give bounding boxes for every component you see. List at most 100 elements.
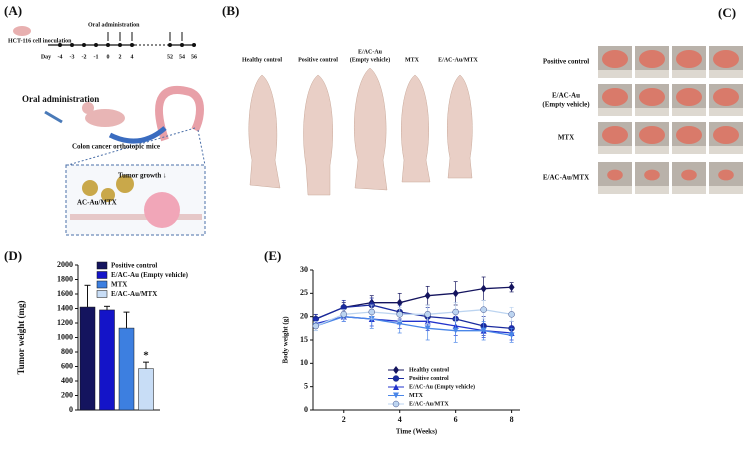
day-label: 0 [107,54,110,60]
panel-a-art [13,26,206,236]
y-tick-label: 2000 [57,260,73,269]
tumor [602,88,628,106]
panel-label: (E) [264,248,281,263]
step-label: Oral administration [22,94,99,104]
bar [118,327,135,411]
panel-c-photo [598,46,743,194]
ruler [709,186,743,194]
ruler [635,146,669,154]
row-label: (Empty vehicle) [542,101,590,109]
tumor [713,126,739,144]
legend-label: MTX [409,393,424,399]
marker [452,308,459,316]
ruler [598,108,632,116]
legend-label: Healthy control [409,367,449,373]
marker [393,392,399,399]
y-tick-label: 5 [304,381,308,390]
ruler [672,146,706,154]
marker [312,322,319,330]
tumor [602,126,628,144]
marker [424,311,431,318]
legend-label: E/AC-Au (Empty vehicle) [409,383,475,390]
tumor [639,50,665,68]
legend-label: MTX [111,281,127,289]
ruler [709,108,743,116]
drug-label: AC-Au/MTX [77,199,117,207]
ruler [672,186,706,194]
timeline-label: Oral administration [88,22,140,28]
ruler [635,108,669,116]
tumor [676,50,702,68]
y-tick-label: 25 [300,288,308,297]
legend-label: Positive control [111,262,157,270]
x-tick-label: 4 [398,415,402,424]
marker [393,384,399,390]
panel-b-photo [248,67,473,196]
axis-title: Body weight (g) [282,316,290,364]
marker [392,375,400,382]
marker [452,289,459,298]
row-label: E/AC-Au/MTX [543,174,589,182]
marker [480,284,487,293]
model-label: Colon cancer orthotopic mice [72,143,160,151]
y-tick-label: 1800 [57,274,73,283]
group-label: (Empty vehicle) [350,56,391,63]
y-tick-label: 20 [300,311,308,320]
marker [424,325,431,332]
day-label: -2 [82,54,87,60]
ruler [709,146,743,154]
ruler [598,146,632,154]
tumor [639,88,665,106]
ruler [598,186,632,194]
tumor [602,50,628,68]
day-label: 2 [119,54,122,60]
y-tick-label: 1400 [57,303,73,312]
tumor [644,169,660,181]
significance: * [143,350,149,362]
group-label: E/AC-Au/MTX [438,57,478,63]
tumor [713,50,739,68]
group-label: MTX [405,57,420,63]
ruler [635,70,669,78]
day-label: -4 [58,54,63,60]
y-tick-label: 30 [300,265,308,274]
bar [79,306,96,411]
marker [340,311,347,318]
y-tick-label: 0 [69,405,73,414]
marker [508,283,515,292]
tumor-label: Tumor growth ↓ [118,172,167,180]
tumor [639,126,665,144]
x-tick-label: 2 [342,415,346,424]
tumor [713,88,739,106]
day-label: 54 [179,54,185,60]
y-tick-label: 15 [300,335,308,344]
legend-label: Positive control [409,376,449,382]
marker [508,311,515,318]
timeline-label: HCT-116 cell inoculation [8,38,72,44]
ruler [598,70,632,78]
y-tick-label: 600 [61,361,73,370]
y-tick-label: 800 [61,347,73,356]
tumor [718,169,734,181]
legend-swatch [96,290,108,298]
y-tick-label: 400 [61,376,73,385]
tumor [676,126,702,144]
marker [368,308,375,316]
marker [480,306,487,313]
group-label: Positive control [298,57,338,63]
panel-label: (B) [222,3,239,18]
legend-label: E/AC-Au/MTX [111,290,157,298]
marker [508,332,515,339]
axis-title: Tumor weight (mg) [16,300,26,374]
legend-label: E/AC-Au/MTX [409,401,449,407]
y-tick-label: 0 [304,405,308,414]
tumor [607,169,623,181]
tumor [681,169,697,181]
bar [138,368,154,411]
series-line [315,309,512,327]
y-tick-label: 1600 [57,289,73,298]
day-label: 4 [131,54,134,60]
marker [393,366,399,374]
group-label: Healthy control [242,57,282,63]
